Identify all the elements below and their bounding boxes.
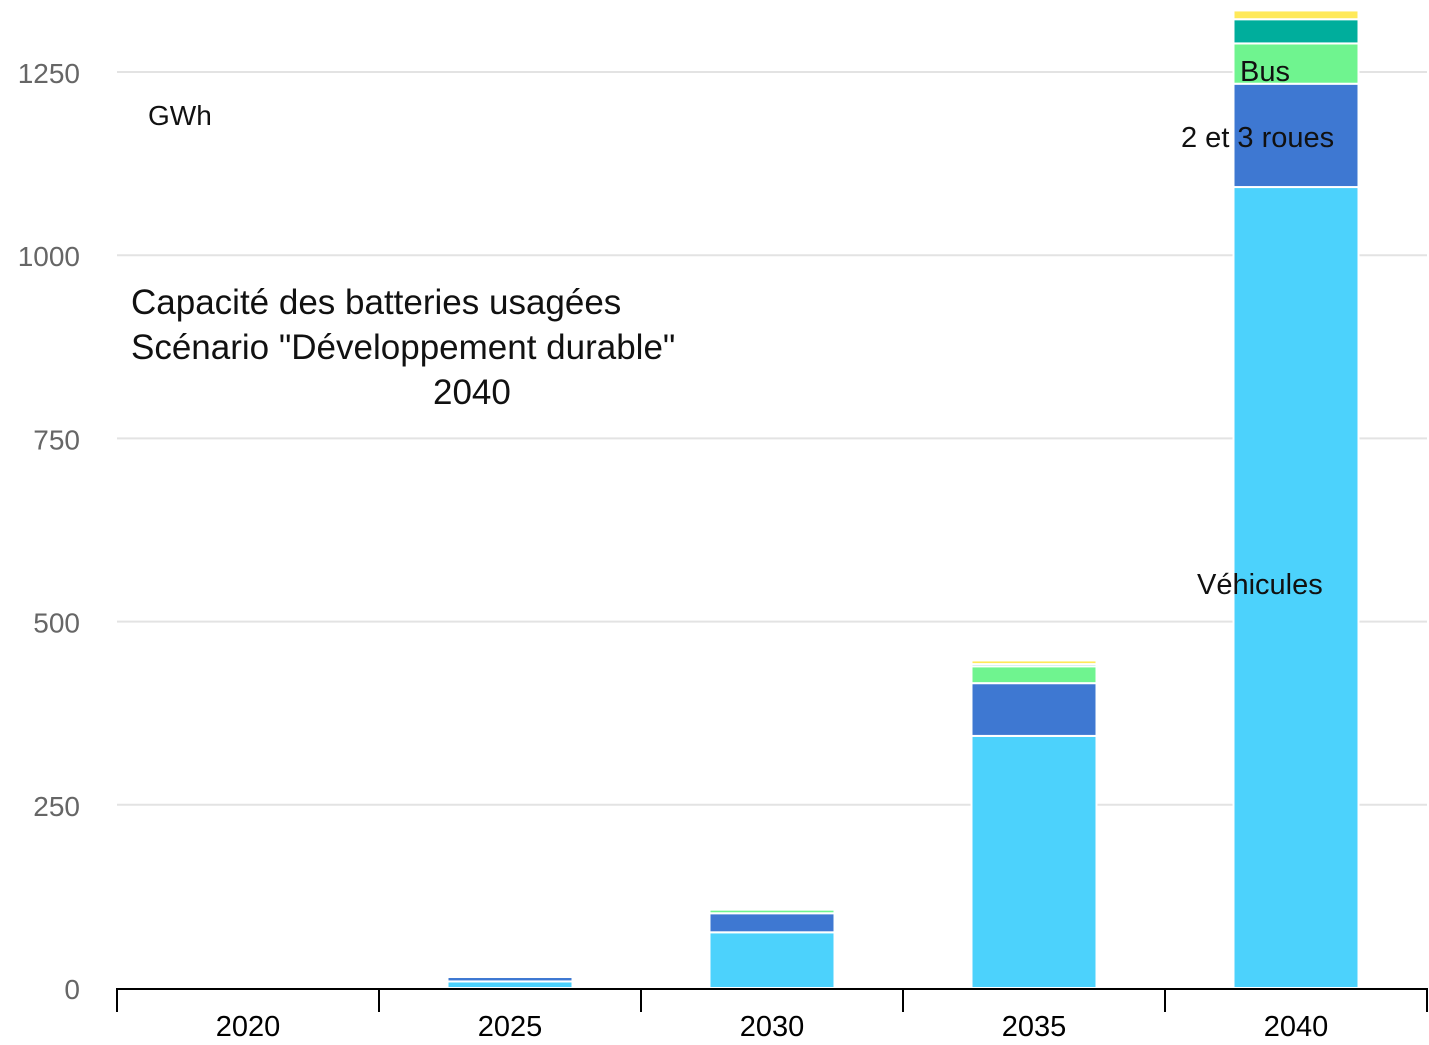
bar-segment-2-et-3-roues	[970, 682, 1098, 737]
bar-segment-series-4	[1232, 9, 1360, 21]
chart-title: Capacité des batteries usagées	[131, 283, 622, 322]
y-tick-label: 500	[33, 608, 80, 639]
unit-label: GWh	[148, 100, 212, 131]
bar-segment-series-4	[970, 659, 1098, 666]
series-label-vehicules: Véhicules	[1197, 569, 1323, 601]
x-tick-label: 2035	[1002, 1011, 1067, 1043]
bar-segment-2-et-3-roues	[708, 912, 836, 934]
y-tick-label: 250	[33, 791, 80, 822]
bar-segment-bus	[446, 975, 574, 979]
bar-stack-2040	[1232, 9, 1360, 989]
bar-segment-véhicules	[970, 734, 1098, 990]
bar-stack-2035	[970, 659, 1098, 990]
y-tick-label: 750	[33, 424, 80, 455]
series-label-2-et-3-roues: 2 et 3 roues	[1181, 122, 1335, 154]
grid-lines	[117, 71, 1427, 806]
chart-subtitle-year: 2040	[433, 373, 511, 412]
x-tick-label: 2040	[1264, 1011, 1329, 1043]
y-tick-label: 0	[64, 974, 80, 1005]
bar-segment-series-3	[1232, 18, 1360, 45]
bars	[446, 9, 1360, 990]
chart-subtitle: Scénario "Développement durable"	[131, 328, 676, 367]
chart-title-block: Capacité des batteries usagées Scénario …	[131, 280, 675, 415]
y-axis-ticks: 0 250 500 750 1000 1250	[18, 58, 80, 1005]
x-axis: 2020 2025 2030 2035 2040	[116, 988, 1428, 1043]
bar-segment-bus	[1232, 42, 1360, 85]
bar-stack-2025	[446, 975, 574, 989]
x-tick-label: 2025	[478, 1011, 543, 1043]
bar-stack-2030	[708, 907, 836, 989]
x-tick-label: 2020	[216, 1011, 281, 1043]
y-tick-label: 1000	[18, 241, 80, 272]
y-tick-label: 1250	[18, 58, 80, 89]
series-label-bus: Bus	[1240, 56, 1290, 88]
bar-segment-véhicules	[708, 931, 836, 989]
x-tick-label: 2030	[740, 1011, 805, 1043]
bar-segment-bus	[970, 665, 1098, 685]
bar-segment-series-4	[708, 907, 836, 910]
